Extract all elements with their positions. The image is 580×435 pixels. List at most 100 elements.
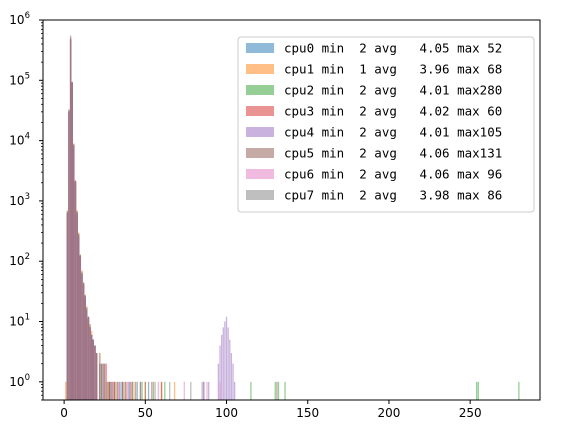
legend-label-cpu3: cpu3 min 2 avg 4.02 max 60 [284, 104, 502, 119]
y-tick-label: 100 [9, 373, 30, 389]
legend-swatch-cpu2 [246, 85, 274, 95]
bar-cpu7-13 [87, 316, 90, 400]
bar-cpu0-24 [120, 381, 122, 400]
bar-cpu2-29 [277, 381, 280, 400]
bar-cpu3-23 [121, 381, 124, 400]
bar-cpu2-31 [476, 381, 478, 400]
y-tick-label: 106 [9, 11, 30, 27]
bar-cpu7-11 [84, 295, 86, 400]
y-axis: 100 101 102 103 104 105 106 [9, 11, 43, 401]
bar-cpu7-3 [71, 81, 73, 401]
bar-cpu7-17 [94, 345, 96, 400]
bar-cpu7-4 [73, 143, 75, 400]
x-tick-label: 150 [296, 406, 319, 420]
bar-cpu7-6 [76, 211, 78, 400]
bar-cpu6-20 [105, 363, 107, 400]
bar-cpu7-23 [123, 381, 125, 400]
y-tick-label: 103 [9, 192, 30, 208]
x-tick-label: 50 [138, 406, 153, 420]
bar-cpu7-2 [69, 40, 72, 401]
bar-cpu7-20 [104, 363, 106, 400]
bar-cpu7-14 [89, 324, 91, 400]
legend-swatch-cpu6 [246, 169, 274, 179]
bar-cpu7-19 [99, 353, 101, 400]
bar-cpu4-28 [221, 334, 223, 400]
x-tick-label: 100 [215, 406, 238, 420]
bar-cpu5-21 [115, 381, 117, 400]
bar-cpu5-20 [107, 381, 109, 400]
bar-cpu3-27 [160, 381, 163, 400]
bar-cpu7-18 [95, 353, 98, 400]
legend-label-cpu5: cpu5 min 2 avg 4.06 max131 [284, 146, 502, 161]
legend-label-cpu2: cpu2 min 2 avg 4.01 max280 [284, 83, 502, 98]
histogram-bars [65, 35, 520, 401]
bar-cpu2-25 [152, 381, 155, 400]
x-tick-label: 200 [377, 406, 400, 420]
legend: cpu0 min 2 avg 4.05 max 52 cpu1 min 1 avg… [237, 36, 535, 213]
legend-swatch-cpu3 [246, 106, 274, 116]
bar-cpu7-25 [139, 381, 142, 400]
bar-cpu7-12 [86, 307, 88, 400]
bar-cpu7-15 [91, 334, 93, 400]
bar-cpu5-22 [125, 381, 127, 400]
y-tick-label: 104 [9, 132, 30, 148]
x-axis: 0 50 100 150 200 250 [60, 400, 482, 420]
bar-cpu4-31 [225, 316, 228, 400]
y-tick-label: 101 [9, 313, 30, 329]
bar-cpu7-0 [66, 211, 69, 400]
bar-cpu6-23 [126, 381, 129, 400]
bar-cpu4-36 [234, 381, 236, 400]
bar-cpu4-23 [201, 381, 203, 400]
bar-cpu2-24 [141, 381, 143, 400]
bar-cpu4-35 [232, 363, 234, 400]
bar-cpu4-22 [128, 381, 130, 400]
bar-cpu7-5 [74, 180, 77, 400]
bar-cpu5-23 [134, 381, 137, 400]
bar-cpu0-26 [136, 381, 138, 400]
bar-cpu7-8 [79, 254, 82, 400]
bar-cpu4-26 [217, 363, 220, 400]
bar-cpu6-26 [206, 381, 208, 400]
bar-cpu4-19 [102, 363, 104, 400]
bar-cpu1-30 [173, 381, 176, 400]
legend-swatch-cpu1 [246, 64, 274, 74]
bar-cpu7-28 [190, 381, 192, 400]
legend-label-cpu6: cpu6 min 2 avg 4.06 max 96 [284, 167, 502, 182]
legend-swatch-cpu4 [246, 127, 274, 137]
bar-cpu4-32 [227, 327, 229, 400]
bar-cpu7-10 [82, 282, 85, 400]
bar-cpu4-30 [224, 321, 226, 400]
legend-box [237, 36, 535, 213]
bar-cpu3-24 [130, 381, 132, 400]
bar-cpu7-16 [92, 339, 94, 400]
bar-cpu7-9 [81, 271, 83, 400]
legend-swatch-cpu7 [246, 190, 274, 200]
bar-cpu2-27 [250, 381, 252, 400]
bar-cpu7-29 [203, 381, 205, 400]
bar-cpu2-26 [164, 381, 166, 400]
bar-cpu4-25 [208, 381, 210, 400]
bar-cpu5-25 [276, 381, 278, 400]
bar-cpu3-21 [108, 381, 111, 400]
bar-cpu4-34 [230, 353, 233, 400]
bar-cpu6-22 [118, 381, 120, 400]
legend-label-cpu7: cpu7 min 2 avg 3.98 max 86 [284, 188, 502, 203]
y-tick-label: 105 [9, 71, 30, 87]
bar-cpu7-1 [68, 109, 70, 400]
bar-cpu5-24 [144, 381, 146, 400]
bar-cpu1-0 [65, 381, 67, 400]
legend-label-cpu1: cpu1 min 1 avg 3.96 max 68 [284, 62, 502, 77]
bar-cpu5-19 [100, 363, 103, 400]
x-tick-label: 250 [459, 406, 482, 420]
bar-cpu3-22 [113, 381, 116, 400]
bar-cpu4-27 [219, 345, 221, 400]
bar-cpu0-27 [147, 381, 150, 400]
legend-swatch-cpu5 [246, 148, 274, 158]
bar-cpu3-26 [151, 381, 153, 400]
legend-label-cpu0: cpu0 min 2 avg 4.05 max 52 [284, 41, 502, 56]
bar-cpu6-21 [112, 381, 114, 400]
bar-cpu7-26 [154, 381, 156, 400]
bar-cpu2-30 [284, 381, 286, 400]
x-tick-label: 0 [60, 406, 68, 420]
